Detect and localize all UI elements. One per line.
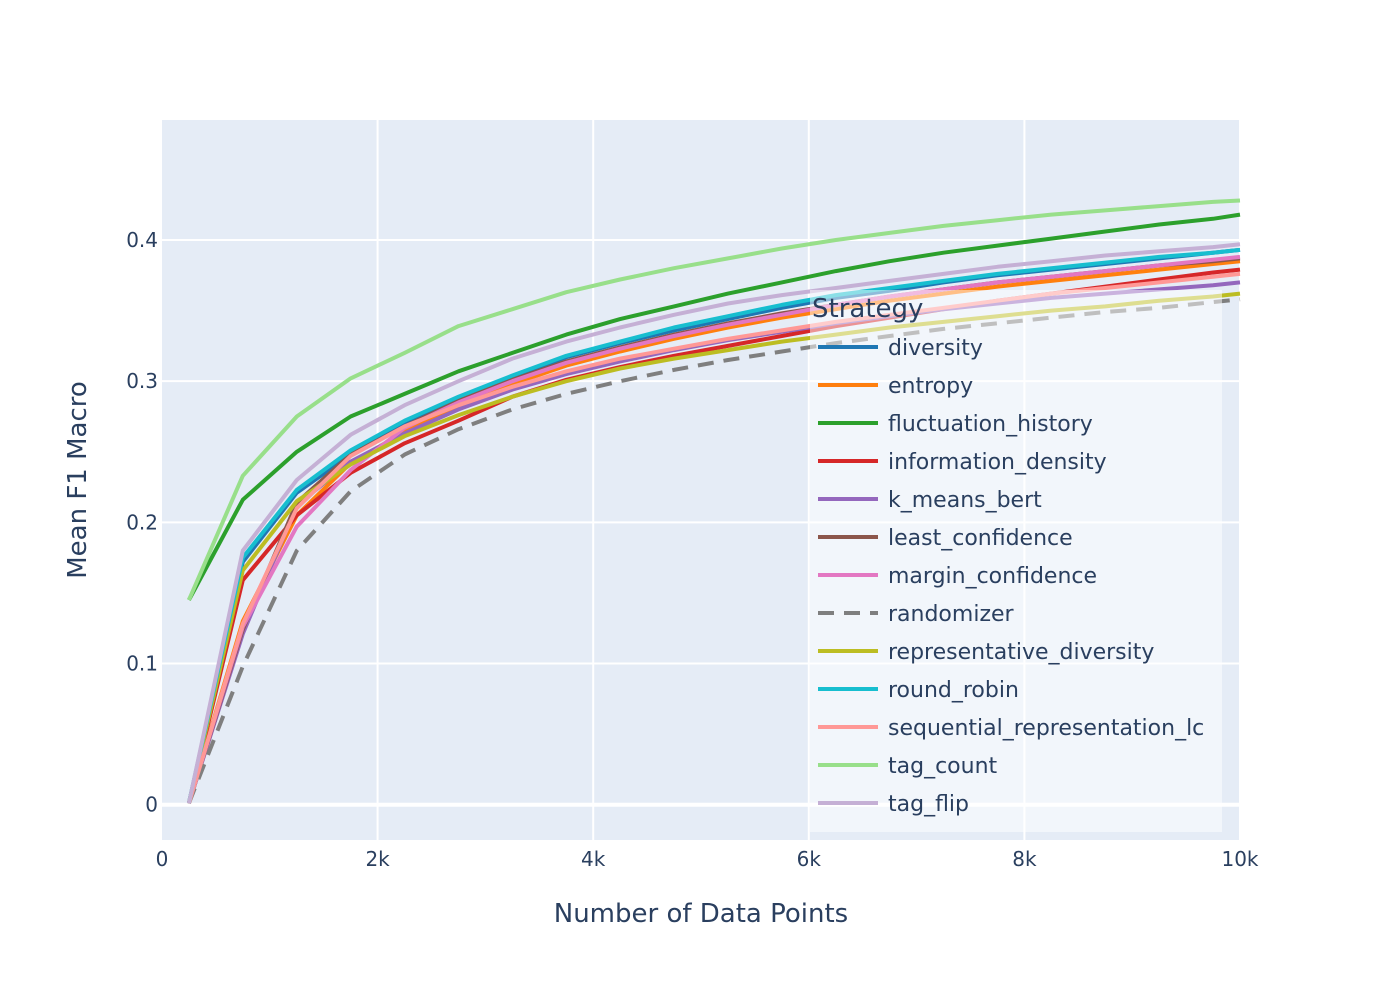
y-tick-label: 0.2 [126,510,158,534]
legend-item-randomizer[interactable]: randomizer [818,602,1015,627]
legend-item-information-density[interactable]: information_density [818,450,1107,475]
legend-item-k-means-bert[interactable]: k_means_bert [818,488,1042,513]
legend-label: tag_count [888,754,998,779]
x-tick-label: 6k [797,847,822,871]
y-tick-label: 0.4 [126,228,158,252]
legend-item-tag-count[interactable]: tag_count [818,754,998,779]
legend-item-representative-diversity[interactable]: representative_diversity [818,640,1154,665]
legend-label: representative_diversity [888,640,1154,665]
legend-item-tag-flip[interactable]: tag_flip [818,792,969,817]
legend-item-sequential-representation-lc[interactable]: sequential_representation_lc [818,716,1204,741]
legend-label: entropy [888,374,973,399]
x-tick-label: 2k [365,847,390,871]
y-axis-ticks: 0 0.1 0.2 0.3 0.4 [126,228,158,817]
x-axis-ticks: 0 2k 4k 6k 8k 10k [156,847,1259,871]
series-line-round-robin [186,247,1241,804]
y-tick-label: 0.1 [126,652,158,676]
legend-label: fluctuation_history [888,412,1093,437]
x-axis-title: Number of Data Points [554,899,848,929]
y-axis-title: Mean F1 Macro [63,381,93,579]
legend-label: tag_flip [888,792,969,817]
legend-item-least-confidence[interactable]: least_confidence [818,526,1073,551]
legend-item-round-robin[interactable]: round_robin [818,678,1019,703]
legend-title: Strategy [812,294,923,324]
y-tick-label: 0.3 [126,369,158,393]
legend-item-entropy[interactable]: entropy [818,374,973,399]
x-tick-label: 0 [156,847,169,871]
y-tick-label: 0 [145,793,158,817]
series-line-tag-count [187,198,1241,601]
x-tick-label: 4k [581,847,606,871]
legend-label: least_confidence [888,526,1073,551]
legend-label: margin_confidence [888,564,1097,589]
legend-items[interactable]: diversity entropy fluctuation_historyinfor… [818,336,1204,817]
legend-label: information_density [888,450,1107,475]
legend-item-fluctuation-history[interactable]: fluctuation_history [818,412,1093,437]
legend-item-diversity[interactable]: diversity [818,336,983,361]
series-line-fluctuation-history [187,212,1241,601]
x-tick-label: 10k [1221,847,1258,871]
legend-item-margin-confidence[interactable]: margin_confidence [818,564,1097,589]
legend-label: round_robin [888,678,1019,703]
legend-label: diversity [888,336,983,361]
series-line-tag-flip [186,242,1241,804]
legend-background [810,290,1222,832]
legend[interactable]: Strategy diversity entropy fluctuation_his… [810,290,1222,832]
legend-label: sequential_representation_lc [888,716,1204,741]
x-tick-label: 8k [1012,847,1037,871]
series-line-sequential-representation-lc [186,271,1241,804]
legend-label: k_means_bert [888,488,1042,513]
legend-label: randomizer [888,602,1015,627]
